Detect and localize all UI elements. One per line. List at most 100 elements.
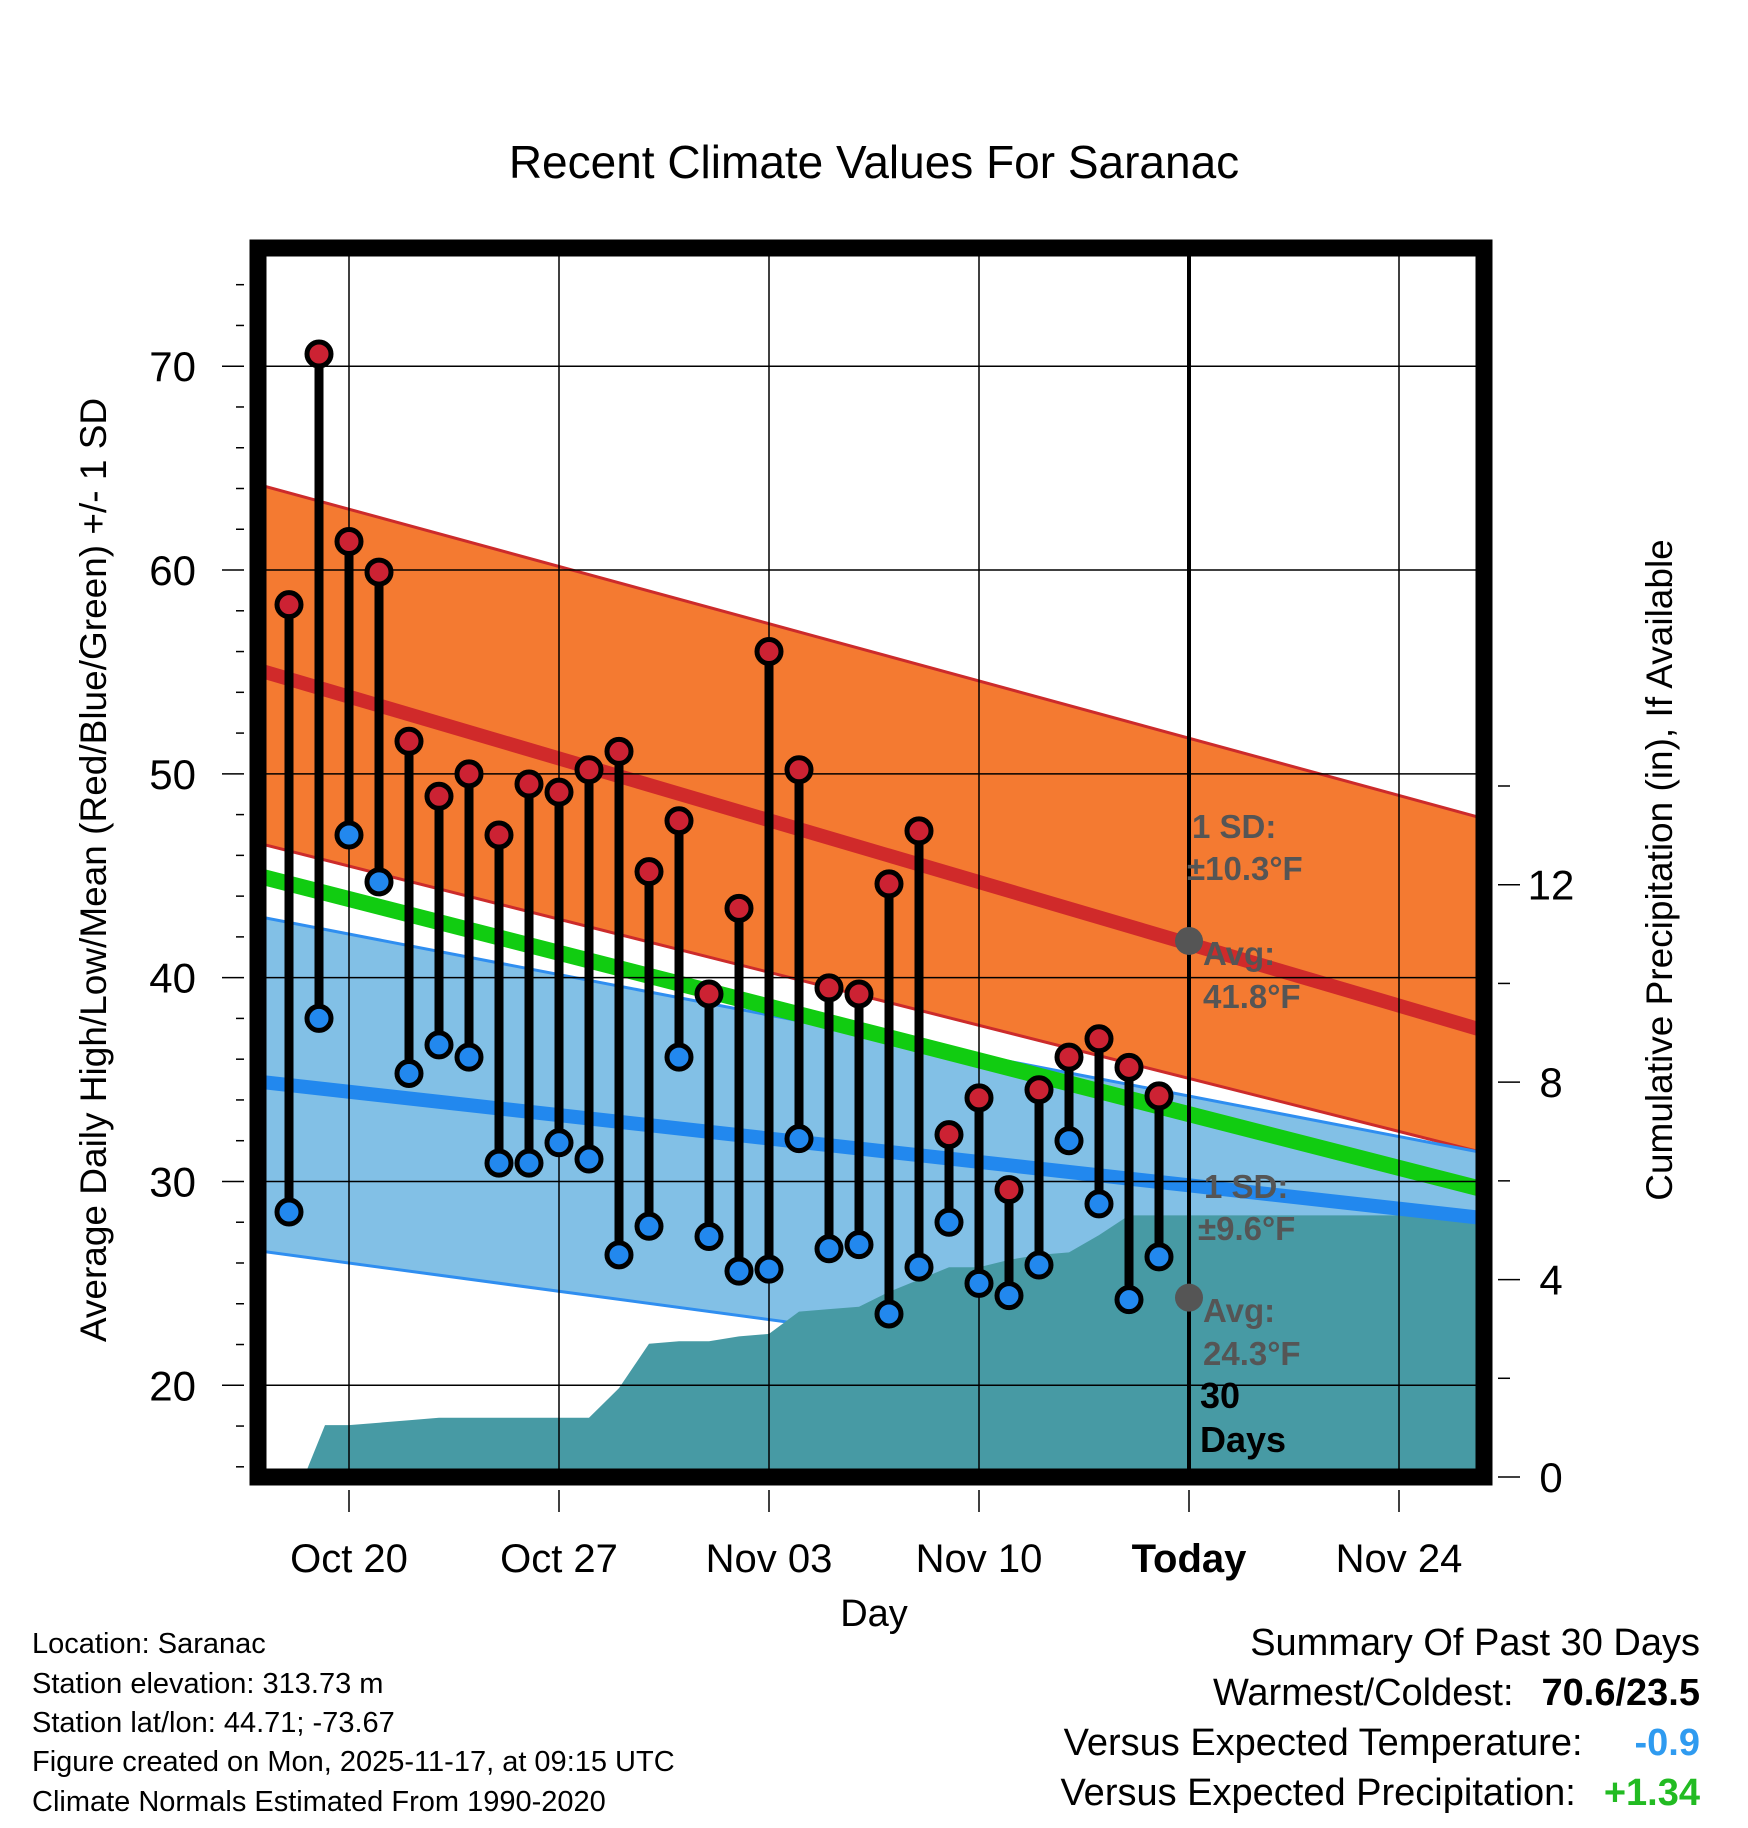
plot-area: 1 SD: ±10.3°F Avg: 41.8°F 1 SD: ±9.6°F Avg: 24.…: [258, 248, 1484, 1477]
y-tick-label: 30: [149, 1158, 196, 1205]
warmest-coldest-label: Warmest/Coldest:: [1212, 1672, 1514, 1714]
daily-high-point: [964, 1083, 994, 1113]
daily-high-point: [304, 339, 334, 369]
daily-low-point: [364, 867, 394, 897]
y-tick-label: 40: [149, 955, 196, 1002]
summary-temperature: Versus Expected Temperature: -0.9: [1064, 1722, 1700, 1765]
daily-high-point: [784, 755, 814, 785]
daily-low-point: [1144, 1242, 1174, 1272]
daily-low-point: [694, 1221, 724, 1251]
daily-low-point: [604, 1240, 634, 1270]
daily-low-point: [874, 1299, 904, 1329]
figure-created: Figure created on Mon, 2025-11-17, at 09…: [32, 1746, 675, 1778]
daily-high-point: [694, 979, 724, 1009]
high-sd-band: [258, 484, 1484, 1153]
daily-high-point: [454, 759, 484, 789]
station-latlon: Station lat/lon: 44.71; -73.67: [32, 1707, 395, 1739]
y-tick-label: 70: [149, 343, 196, 390]
y-tick-label: 60: [149, 547, 196, 594]
precipitation-deviation-label: Versus Expected Precipitation:: [1060, 1772, 1576, 1814]
chart-title: Recent Climate Values For Saranac: [509, 136, 1239, 188]
daily-low-point: [934, 1207, 964, 1237]
daily-low-point: [304, 1003, 334, 1033]
daily-high-point: [724, 893, 754, 923]
daily-high-point: [424, 781, 454, 811]
annotation-label: Avg:: [1203, 935, 1275, 972]
daily-low-point: [1054, 1126, 1084, 1156]
y-tick-label: 20: [149, 1362, 196, 1409]
annotation-label: 1 SD:: [1204, 1168, 1288, 1205]
daily-high-point: [514, 769, 544, 799]
summary-warmest-coldest: Warmest/Coldest: 70.6/23.5: [1213, 1672, 1700, 1715]
station-location: Location: Saranac: [32, 1628, 266, 1660]
daily-high-point: [484, 820, 514, 850]
station-elevation: Station elevation: 313.73 m: [32, 1668, 384, 1700]
daily-low-point: [1084, 1189, 1114, 1219]
x-tick-label: Oct 27: [500, 1537, 618, 1581]
temperature-deviation-label: Versus Expected Temperature:: [1063, 1722, 1583, 1764]
daily-high-point: [904, 816, 934, 846]
low-normal-line: [258, 1074, 1484, 1226]
precipitation-deviation-value: +1.34: [1603, 1772, 1700, 1814]
x-tick-label: Oct 20: [290, 1537, 408, 1581]
daily-low-point: [1114, 1285, 1144, 1315]
temperature-deviation-value: -0.9: [1634, 1722, 1700, 1764]
daily-high-point: [664, 806, 694, 836]
daily-high-point: [1054, 1042, 1084, 1072]
daily-low-point: [634, 1211, 664, 1241]
daily-low-point: [394, 1058, 424, 1088]
x-tick-label: Nov 03: [706, 1537, 833, 1581]
daily-high-point: [754, 637, 784, 667]
annotation-label: Avg:: [1203, 1292, 1275, 1329]
daily-high-point: [604, 736, 634, 766]
x-tick-label: Nov 10: [916, 1537, 1043, 1581]
y-axis-label: Average Daily High/Low/Mean (Red/Blue/Gr…: [73, 398, 114, 1342]
daily-low-point: [664, 1042, 694, 1072]
high-upper-edge: [258, 482, 1484, 821]
daily-low-point: [904, 1252, 934, 1282]
x-axis-label: Day: [840, 1593, 908, 1635]
daily-low-point: [784, 1124, 814, 1154]
daily-low-point: [844, 1230, 874, 1260]
daily-low-point: [964, 1268, 994, 1298]
daily-high-point: [1114, 1052, 1144, 1082]
daily-high-point: [574, 755, 604, 785]
daily-high-point: [934, 1120, 964, 1150]
daily-high-point: [364, 557, 394, 587]
daily-low-point: [814, 1234, 844, 1264]
days-count-unit: Days: [1200, 1419, 1286, 1460]
daily-low-point: [544, 1128, 574, 1158]
x-tick-label: Today: [1132, 1537, 1248, 1581]
daily-low-point: [424, 1030, 454, 1060]
daily-high-point: [394, 726, 424, 756]
daily-high-point: [274, 590, 304, 620]
right-y-tick-label: 0: [1539, 1454, 1562, 1501]
summary-precipitation: Versus Expected Precipitation: +1.34: [1060, 1772, 1700, 1815]
high-normal-line: [258, 663, 1484, 1038]
warmest-coldest-value: 70.6/23.5: [1541, 1672, 1700, 1714]
annotation-value: ±9.6°F: [1198, 1210, 1295, 1247]
summary-heading: Summary Of Past 30 Days: [1250, 1622, 1700, 1664]
daily-high-point: [814, 973, 844, 1003]
right-y-tick-label: 4: [1539, 1257, 1562, 1304]
annotation-value: 41.8°F: [1203, 978, 1301, 1015]
right-y-tick-label: 12: [1528, 862, 1575, 909]
daily-high-point: [874, 869, 904, 899]
daily-low-point: [1024, 1250, 1054, 1280]
daily-high-point: [1144, 1081, 1174, 1111]
daily-low-point: [574, 1144, 604, 1174]
y-tick-label: 50: [149, 751, 196, 798]
daily-high-point: [634, 857, 664, 887]
x-tick-label: Nov 24: [1336, 1537, 1463, 1581]
days-count-label: 30: [1200, 1375, 1240, 1416]
daily-low-point: [994, 1281, 1024, 1311]
daily-low-point: [724, 1256, 754, 1286]
daily-low-point: [334, 820, 364, 850]
daily-high-point: [844, 979, 874, 1009]
right-y-tick-label: 8: [1539, 1059, 1562, 1106]
daily-low-point: [754, 1254, 784, 1284]
daily-low-point: [454, 1042, 484, 1072]
high-avg-marker: [1175, 926, 1203, 955]
daily-high-point: [334, 526, 364, 556]
